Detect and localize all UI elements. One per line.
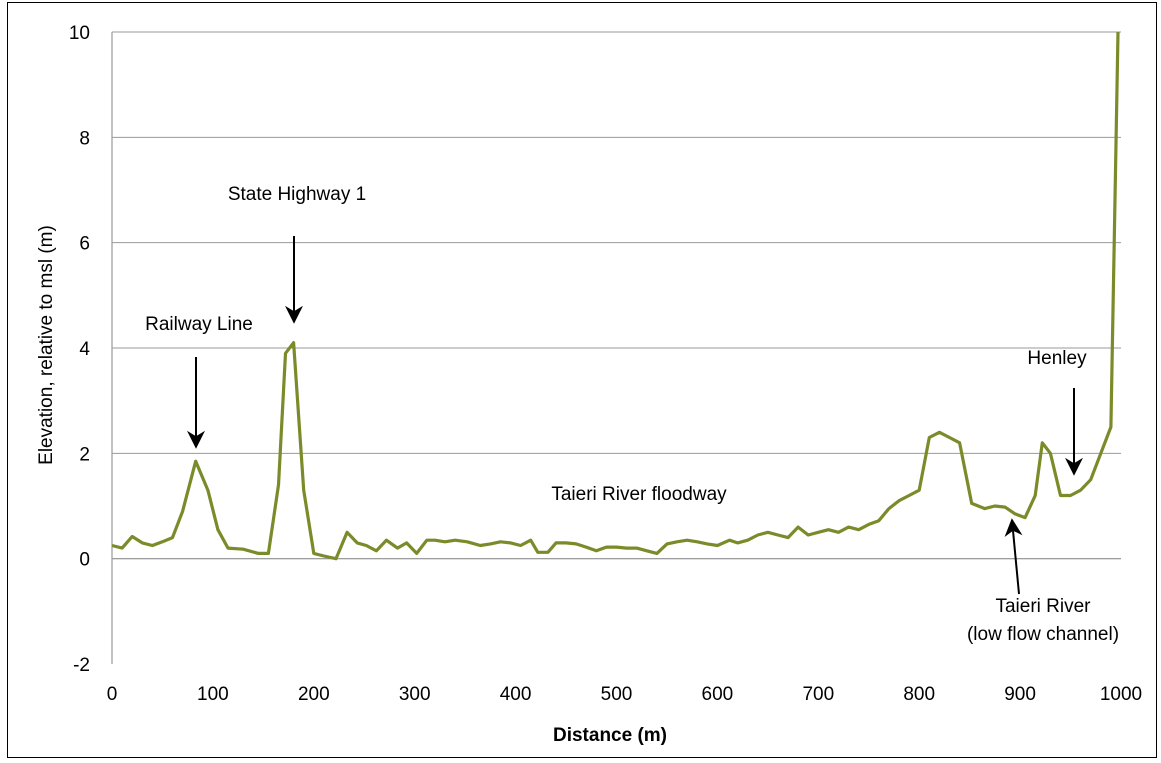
y-tick-label: 4 bbox=[79, 339, 90, 360]
annotations bbox=[187, 236, 1083, 595]
annotation-low-flow-channel: (low flow channel) bbox=[967, 624, 1119, 645]
x-tick-labels: 0 100 200 300 400 500 600 700 800 900 1000 bbox=[107, 684, 1142, 705]
axes bbox=[111, 32, 1121, 664]
x-tick-label: 100 bbox=[197, 684, 229, 705]
y-tick-label: 2 bbox=[79, 444, 90, 465]
annotation-taieri-river: Taieri River bbox=[995, 596, 1091, 617]
x-tick-label: 300 bbox=[399, 684, 431, 705]
x-tick-label: 700 bbox=[802, 684, 834, 705]
arrow-taieri-river bbox=[1004, 518, 1023, 595]
y-tick-label: 10 bbox=[69, 23, 90, 44]
x-tick-label: 900 bbox=[1004, 684, 1036, 705]
annotation-state-highway: State Highway 1 bbox=[228, 184, 366, 205]
annotation-floodway: Taieri River floodway bbox=[551, 484, 727, 505]
x-tick-label: 400 bbox=[500, 684, 532, 705]
x-tick-label: 1000 bbox=[1100, 684, 1142, 705]
elevation-series-line bbox=[111, 31, 1120, 561]
x-tick-label: 800 bbox=[903, 684, 935, 705]
y-tick-label: 8 bbox=[79, 128, 90, 149]
y-tick-label: 0 bbox=[79, 550, 90, 571]
y-tick-label: 6 bbox=[79, 234, 90, 255]
x-axis-title: Distance (m) bbox=[553, 725, 667, 746]
x-tick-label: 0 bbox=[107, 684, 118, 705]
x-tick-label: 600 bbox=[702, 684, 734, 705]
y-tick-label: -2 bbox=[73, 655, 90, 676]
y-axis-title: Elevation, relative to msl (m) bbox=[36, 225, 57, 465]
annotation-henley: Henley bbox=[1027, 348, 1087, 369]
y-tick-labels: 10 8 6 4 2 0 -2 bbox=[69, 23, 91, 676]
x-tick-label: 500 bbox=[601, 684, 633, 705]
annotation-railway-line: Railway Line bbox=[145, 314, 253, 335]
chart-frame bbox=[7, 2, 1157, 758]
gridlines bbox=[112, 31, 1121, 560]
x-tick-label: 200 bbox=[298, 684, 330, 705]
